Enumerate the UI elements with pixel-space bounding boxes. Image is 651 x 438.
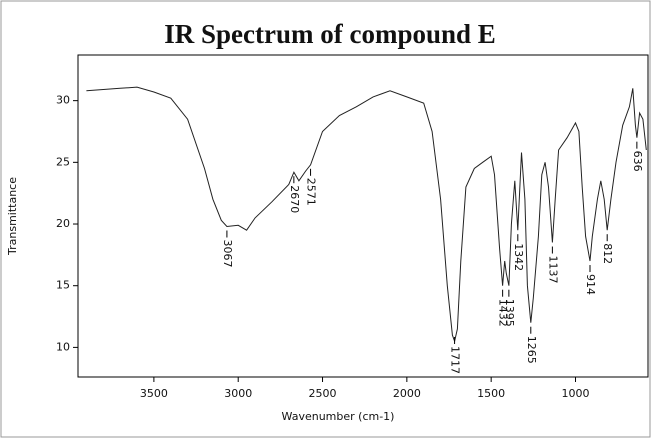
peak-label: 3067 xyxy=(221,239,234,267)
y-tick-label: 15 xyxy=(56,279,70,292)
chart-title: IR Spectrum of compound E xyxy=(164,19,496,49)
x-tick-label: 1500 xyxy=(477,387,505,400)
y-axis-label: Transmittance xyxy=(6,177,19,256)
peak-label: 1395 xyxy=(503,299,516,327)
y-tick-label: 25 xyxy=(56,155,70,168)
y-tick-label: 10 xyxy=(56,340,70,353)
peak-label: 1137 xyxy=(546,256,559,284)
peak-label: 914 xyxy=(584,274,597,295)
peak-label: 812 xyxy=(601,243,614,264)
peak-label: 636 xyxy=(631,151,644,172)
plot-frame xyxy=(77,54,649,378)
x-axis-label: Wavenumber (cm-1) xyxy=(282,410,395,423)
y-tick-label: 30 xyxy=(56,94,70,107)
x-tick-label: 2000 xyxy=(393,387,421,400)
peak-label: 1717 xyxy=(449,346,462,374)
y-tick-label: 20 xyxy=(56,217,70,230)
x-tick-label: 2500 xyxy=(309,387,337,400)
peak-label: 1432 xyxy=(497,299,510,327)
peak-label: 2571 xyxy=(305,178,318,206)
x-tick-label: 3500 xyxy=(140,387,168,400)
peak-label: 1342 xyxy=(512,243,525,271)
spectrum-line xyxy=(86,86,647,343)
x-tick-label: 1000 xyxy=(561,387,589,400)
peak-label: 1265 xyxy=(525,336,538,364)
x-tick-label: 3000 xyxy=(224,387,252,400)
peak-label: 2670 xyxy=(288,185,301,213)
